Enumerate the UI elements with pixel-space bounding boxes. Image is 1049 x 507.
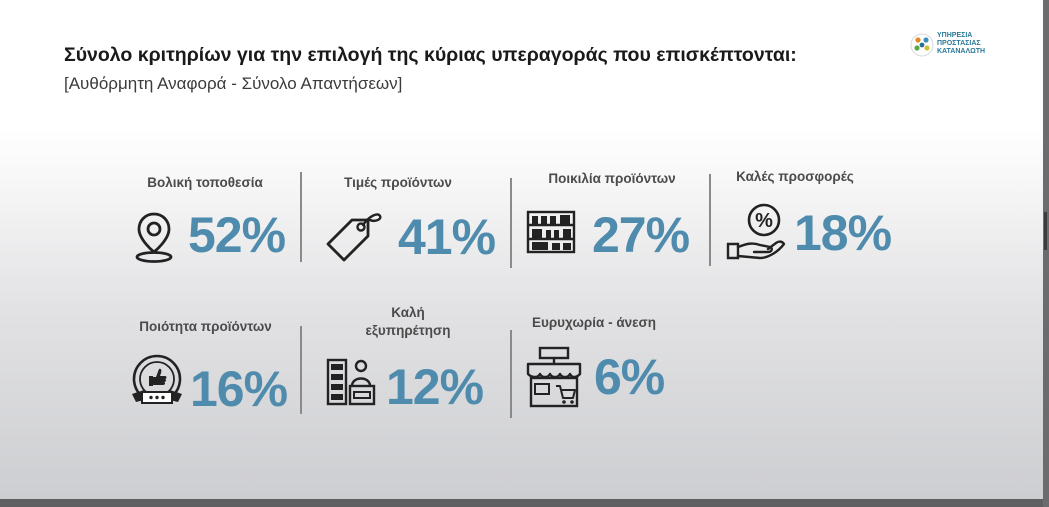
stat-good-service: Καλή εξυπηρέτηση 12% xyxy=(318,302,508,415)
stat-value: 41% xyxy=(398,209,496,265)
stat-value: 27% xyxy=(592,207,690,263)
svg-text:%: % xyxy=(755,210,773,232)
slide-subtitle: [Αυθόρμητη Αναφορά - Σύνολο Απαντήσεων] xyxy=(64,74,403,93)
stat-label: Βολική τοποθεσία xyxy=(147,175,263,190)
stat-label-line1: Καλή xyxy=(391,305,425,320)
stat-value: 12% xyxy=(386,359,484,415)
column-divider xyxy=(300,172,302,262)
stat-product-variety: Ποικιλία προϊόντων 27% xyxy=(522,166,712,266)
column-divider xyxy=(510,178,512,268)
column-divider xyxy=(709,174,711,266)
stat-value: 52% xyxy=(188,207,286,263)
logo-text-line2: ΠΡΟΣΤΑΣΙΑΣ xyxy=(937,40,981,47)
slide: Σύνολο κριτηρίων για την επιλογή της κύρ… xyxy=(0,0,1043,499)
stat-label-line2: εξυπηρέτηση xyxy=(365,323,451,338)
logo-text-line3: ΚΑΤΑΝΑΛΩΤΗ xyxy=(937,48,986,55)
stat-label: Ποικιλία προϊόντων xyxy=(548,171,676,186)
logo-people-icon xyxy=(910,33,934,57)
store-shelves-icon xyxy=(526,210,576,254)
discount-hand-icon: % xyxy=(726,203,786,260)
slide-title: Σύνολο κριτηρίων για την επιλογή της κύρ… xyxy=(64,44,797,66)
consumer-protection-logo: ΥΠΗΡΕΣΙΑ ΠΡΟΣΤΑΣΙΑΣ ΚΑΤΑΝΑΛΩΤΗ xyxy=(909,32,989,62)
stat-convenient-location: Βολική τοποθεσία 52% xyxy=(120,170,300,270)
stat-spaciousness-comfort: Ευρυχωρία - άνεση 6% xyxy=(524,310,714,420)
window-edge xyxy=(1043,0,1049,507)
column-divider xyxy=(300,326,302,414)
stat-value: 16% xyxy=(190,361,288,417)
stat-label: Ευρυχωρία - άνεση xyxy=(531,315,657,330)
quality-badge-icon xyxy=(132,354,182,404)
stat-label: Ποιότητα προϊόντων xyxy=(139,319,272,334)
storefront-icon xyxy=(526,346,582,408)
cashier-icon xyxy=(326,358,376,406)
stat-good-offers: Καλές προσφορές % 18% xyxy=(720,162,920,262)
stat-label: Καλές προσφορές xyxy=(736,169,854,184)
logo-text-line1: ΥΠΗΡΕΣΙΑ xyxy=(937,32,973,39)
stat-label: Τιμές προϊόντων xyxy=(344,175,452,190)
scrollbar-thumb[interactable] xyxy=(1044,212,1047,250)
stat-value: 6% xyxy=(594,349,665,405)
location-pin-icon xyxy=(135,212,173,263)
stat-product-quality: Ποιότητα προϊόντων 16% xyxy=(128,314,303,417)
column-divider xyxy=(510,330,512,418)
stat-product-prices: Τιμές προϊόντων 41% xyxy=(318,170,508,270)
price-tag-icon xyxy=(326,213,382,262)
stat-value: 18% xyxy=(794,205,892,261)
